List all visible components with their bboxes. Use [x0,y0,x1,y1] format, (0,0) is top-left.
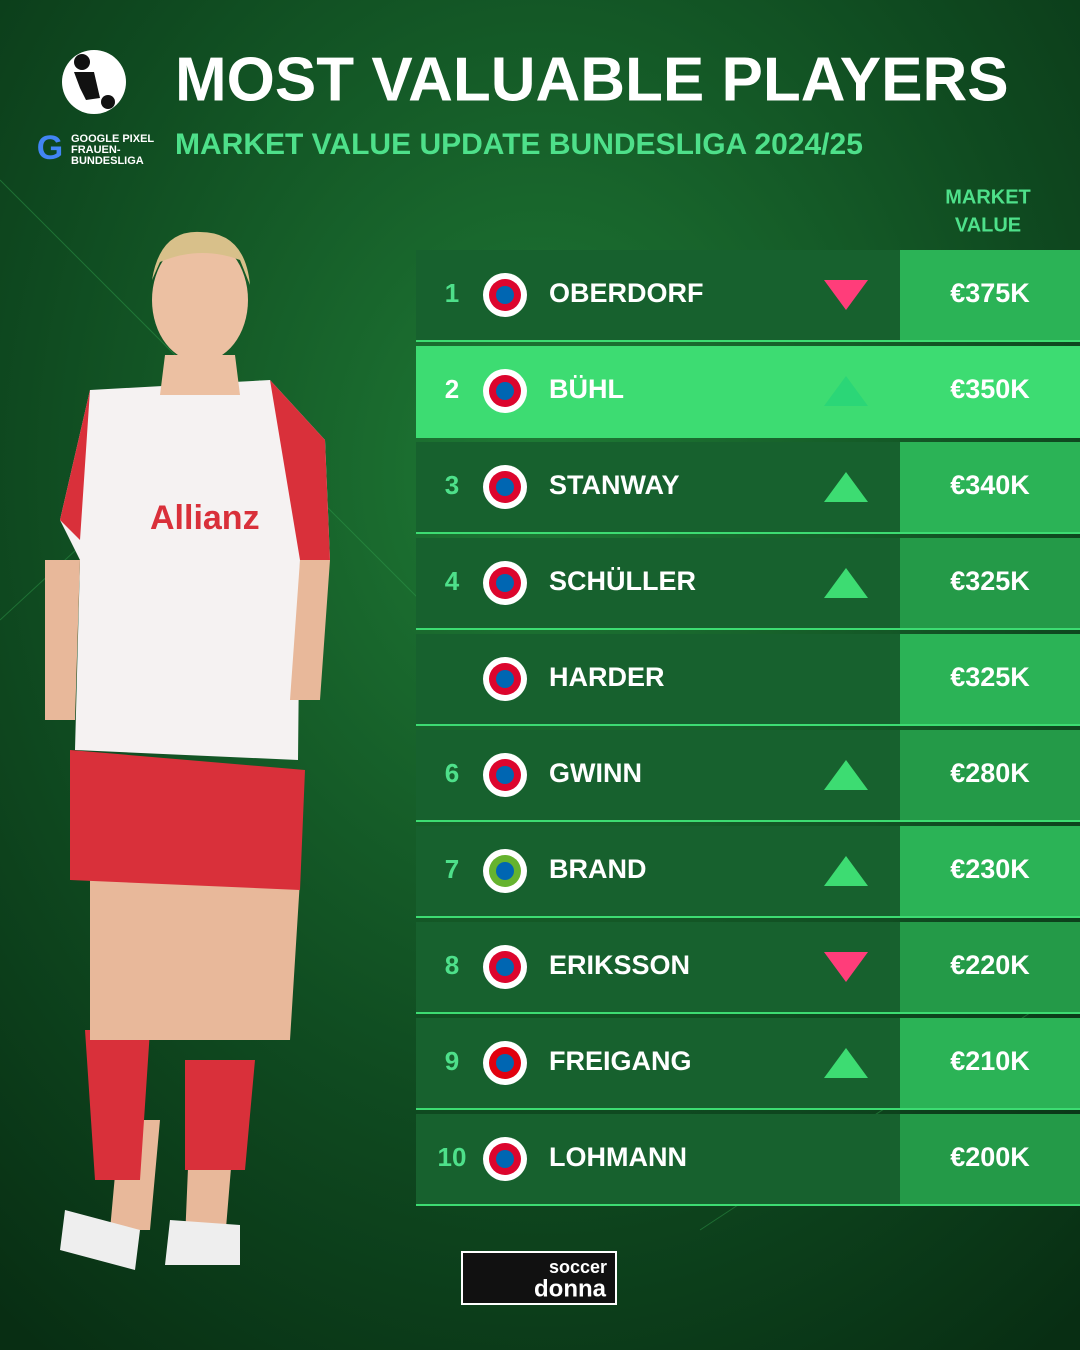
player-name: BRAND [549,854,647,884]
brand-logo [461,1251,617,1305]
rank: 4 [445,566,460,596]
club-logo-core [496,862,514,880]
player-name: SCHÜLLER [549,566,696,596]
rank: 7 [445,854,459,884]
league-name: BUNDESLIGA [71,155,144,167]
rank: 8 [445,950,459,980]
value-cell [900,730,1080,820]
brand-name: donna [534,1275,607,1302]
value-cell [900,826,1080,916]
value-cell [900,1018,1080,1108]
club-logo-core [496,958,514,976]
trend-up [824,472,868,502]
shirt-sponsor: Allianz [150,499,260,537]
trend-down [824,952,868,982]
value-cell [900,634,1080,724]
player-figure: Allianz [45,231,330,1270]
trend-up [824,568,868,598]
column-header: VALUE [955,214,1021,236]
market-value: €280K [950,758,1030,788]
league-name: FRAUEN- [71,144,121,156]
column-header: MARKET [945,186,1031,208]
rank: 9 [445,1046,459,1076]
club-logo-core [496,766,514,784]
market-value: €375K [950,278,1030,308]
value-cell [900,1114,1080,1204]
value-cell [900,538,1080,628]
club-logo-core [496,574,514,592]
trend-up [824,760,868,790]
league-logo: G [37,50,126,167]
rank: 10 [438,1142,467,1172]
player-name: FREIGANG [549,1046,692,1076]
club-logo-core [496,286,514,304]
player-name: HARDER [549,662,665,692]
value-cell [900,250,1080,340]
player-name: BÜHL [549,374,624,404]
value-cell [900,442,1080,532]
market-value: €210K [950,1046,1030,1076]
player-name: OBERDORF [549,278,704,308]
market-value: €325K [950,662,1030,692]
subtitle: MARKET VALUE UPDATE BUNDESLIGA 2024/25 [175,128,863,161]
rank: 1 [445,278,459,308]
club-logo-core [496,1150,514,1168]
trend-up [824,376,868,406]
market-value: €220K [950,950,1030,980]
market-value: €350K [950,374,1030,404]
market-value: €340K [950,470,1030,500]
rank: 6 [445,758,459,788]
rank: 3 [445,470,459,500]
player-name: ERIKSSON [549,950,690,980]
player-name: GWINN [549,758,642,788]
league-name: GOOGLE PIXEL [71,133,154,145]
trend-down [824,280,868,310]
trend-up [824,1048,868,1078]
title: MOST VALUABLE PLAYERS [175,45,1009,114]
market-value: €230K [950,854,1030,884]
player-name: STANWAY [549,470,680,500]
rank: 2 [445,374,459,404]
market-value: €200K [950,1142,1030,1172]
value-cell [900,922,1080,1012]
brand-name: soccer [549,1257,607,1277]
club-logo-core [496,478,514,496]
trend-up [824,856,868,886]
table: 1 OBERDORF €375K 2 BÜHL €350K 3 STANWAY €340K 4 SC… [416,250,1080,1206]
club-logo-core [496,1054,514,1072]
player-name: LOHMANN [549,1142,687,1172]
club-logo-core [496,670,514,688]
club-logo-core [496,382,514,400]
market-value: €325K [950,566,1030,596]
google-g: G [37,129,63,167]
